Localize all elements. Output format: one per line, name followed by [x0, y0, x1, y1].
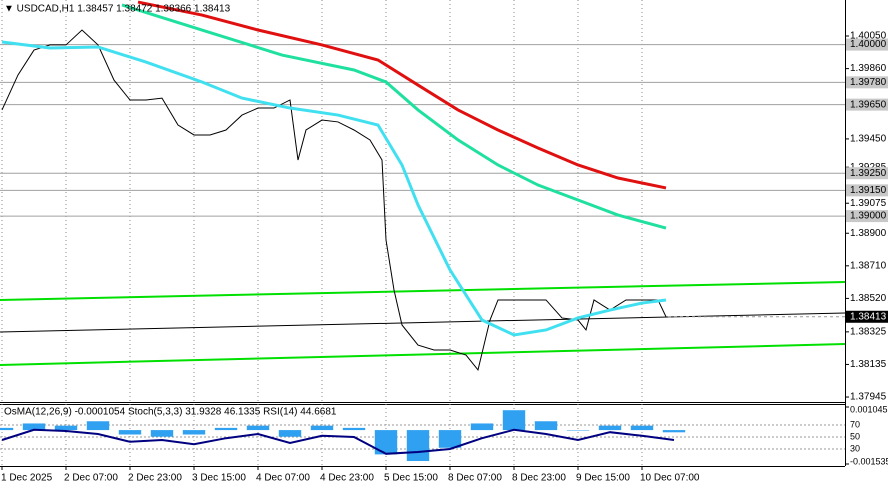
chart-title: ▼ USDCAD,H1 1.38457 1.38472 1.38366 1.38…: [4, 4, 231, 15]
osma-bar: [630, 425, 654, 431]
osma-bar: [662, 430, 686, 433]
last-price-label: 1.38413: [850, 311, 887, 322]
level-label: 1.39250: [850, 168, 887, 179]
level-box: [846, 38, 888, 51]
x-tick-label: 10 Dec 07:00: [640, 473, 700, 484]
level-box: [846, 210, 888, 223]
osma-bar: [182, 430, 206, 435]
osma-bar: [86, 421, 110, 431]
last-price-box: [846, 310, 888, 323]
y-tick-label: -0.001535: [850, 456, 888, 466]
osma-bar: [438, 430, 462, 448]
x-tick-label: 2 Dec 23:00: [128, 473, 182, 484]
level-label: 1.39650: [850, 99, 887, 110]
x-tick-label: 2 Dec 07:00: [64, 473, 118, 484]
y-tick-label: 1.39075: [850, 198, 887, 209]
indicator-title: OsMA(12,26,9) -0.0001054 Stoch(5,3,3) 31…: [4, 407, 337, 418]
osma-bar: [310, 425, 334, 431]
level-label: 1.39000: [850, 211, 887, 222]
osma-bar: [0, 427, 14, 431]
trend-line: [0, 343, 846, 366]
y-tick-label: 1.39450: [850, 134, 887, 145]
level-label: 1.39780: [850, 77, 887, 88]
osma-bar: [502, 410, 526, 431]
osma-bar: [246, 425, 270, 431]
y-tick-label: 1.38900: [850, 228, 887, 239]
osma-bar: [534, 421, 558, 431]
x-tick-label: 8 Dec 23:00: [512, 473, 566, 484]
osma-bar: [406, 430, 430, 462]
trend-line: [0, 280, 846, 301]
x-tick-label: 1 Dec 2025: [1, 473, 53, 484]
level-box: [846, 98, 888, 111]
y-tick-label: 1.38135: [850, 359, 887, 370]
osma-bar: [214, 427, 238, 431]
y-tick-label: 1.38520: [850, 293, 887, 304]
rsi-line: [1, 428, 675, 455]
osma-bar: [342, 427, 366, 431]
osma-bar: [470, 423, 494, 431]
y-tick-label: 1.37945: [850, 392, 887, 403]
level-label: 1.39150: [850, 185, 887, 196]
trend-line: [0, 312, 846, 333]
y-tick-label: 1.40050: [850, 31, 887, 42]
y2-tick-label: 30: [850, 443, 860, 453]
osma-bar: [118, 430, 142, 435]
x-tick-label: 4 Dec 23:00: [320, 473, 374, 484]
price-line: [1, 29, 667, 372]
osma-bar: [22, 423, 46, 431]
osma-bar: [374, 430, 398, 455]
x-tick-label: 8 Dec 07:00: [448, 473, 502, 484]
level-label: 1.40000: [850, 39, 887, 50]
moving-average: [121, 3, 667, 230]
level-box: [846, 167, 888, 180]
y-tick-label: 1.39860: [850, 63, 887, 74]
osma-bar: [54, 425, 78, 431]
x-tick-label: 4 Dec 07:00: [256, 473, 310, 484]
level-box: [846, 76, 888, 89]
moving-average: [1, 40, 667, 337]
x-tick-label: 3 Dec 15:00: [192, 473, 246, 484]
x-tick-label: 5 Dec 15:00: [384, 473, 438, 484]
x-tick-label: 9 Dec 15:00: [576, 473, 630, 484]
moving-average: [137, 0, 667, 190]
y-tick-label: 1.38710: [850, 260, 887, 271]
osma-bar: [150, 430, 174, 437]
level-box: [846, 184, 888, 197]
y-tick-label: 1.38325: [850, 326, 887, 337]
osma-bar: [278, 430, 302, 437]
y2-tick-label: 70: [850, 419, 860, 429]
osma-bar: [566, 430, 590, 431]
y-tick-label: 0.001045: [850, 404, 888, 414]
y2-tick-label: 50: [850, 431, 860, 441]
osma-bar: [598, 425, 622, 431]
indicator-pane: 0.001045 -0.001535 70 50 30: [0, 404, 888, 466]
